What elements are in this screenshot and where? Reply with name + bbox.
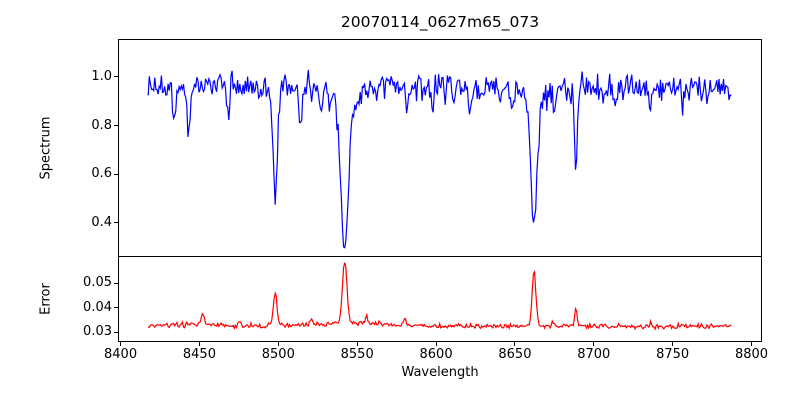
y-tick-label: 0.8 [91, 117, 112, 133]
error-y-axis-label: Error [38, 283, 54, 315]
x-tick-mark [435, 342, 437, 346]
x-tick-label: 8650 [498, 347, 532, 362]
error-plot-area [147, 262, 732, 331]
error-line [147, 262, 732, 331]
x-tick-mark [356, 342, 358, 346]
x-tick-mark [120, 342, 122, 346]
x-tick-mark [198, 342, 200, 346]
y-tick-mark [114, 331, 118, 333]
x-tick-label: 8550 [340, 347, 374, 362]
x-tick-mark [751, 342, 753, 346]
y-tick-mark [114, 282, 118, 284]
x-tick-label: 8450 [182, 347, 216, 362]
x-tick-mark [593, 342, 595, 346]
x-axis-label: Wavelength [401, 365, 479, 380]
error-panel [118, 256, 762, 342]
y-tick-label: 0.6 [91, 166, 112, 182]
x-tick-mark [514, 342, 516, 346]
x-tick-label: 8400 [104, 347, 138, 362]
y-tick-label: 0.4 [91, 214, 112, 230]
y-tick-label: 0.03 [83, 324, 112, 340]
plot-title: 20070114_0627m65_073 [340, 13, 540, 31]
x-tick-label: 8500 [261, 347, 295, 362]
spectrum-y-axis-label: Spectrum [38, 116, 54, 180]
spectrum-panel [118, 39, 762, 257]
y-tick-label: 0.04 [83, 299, 112, 315]
y-tick-mark [114, 76, 118, 78]
y-tick-mark [114, 125, 118, 127]
x-tick-mark [277, 342, 279, 346]
y-tick-mark [114, 307, 118, 309]
y-tick-mark [114, 222, 118, 224]
x-tick-mark [672, 342, 674, 346]
y-tick-label: 0.05 [83, 275, 112, 291]
spectrum-plot-area [147, 69, 732, 249]
spectrum-line [147, 69, 732, 249]
x-tick-label: 8600 [419, 347, 453, 362]
x-tick-label: 8750 [656, 347, 690, 362]
y-tick-label: 1.0 [91, 68, 112, 84]
x-tick-label: 8800 [734, 347, 769, 362]
x-tick-label: 8700 [577, 347, 611, 362]
y-tick-mark [114, 173, 118, 175]
